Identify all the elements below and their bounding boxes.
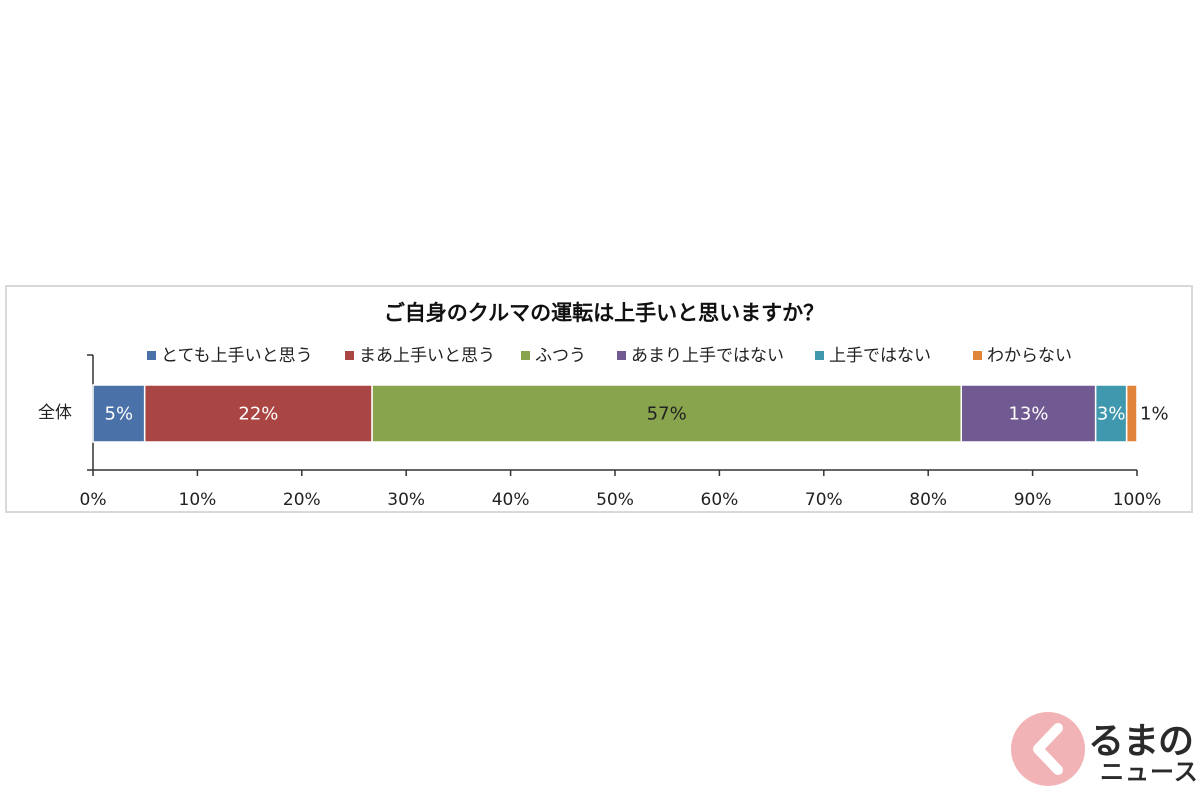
x-tick-label: 50% (596, 490, 634, 510)
x-tick-label: 20% (283, 490, 321, 510)
legend-label: まあ上手いと思う (359, 346, 495, 366)
logo-chevron-icon (1033, 723, 1063, 775)
legend-swatch (815, 351, 824, 360)
x-tick-label: 100% (1113, 490, 1162, 510)
bar-segment (371, 384, 963, 443)
logo-text-top: るまの (1088, 721, 1194, 762)
legend-swatch (617, 351, 626, 360)
bar-segment (960, 384, 1097, 443)
bar-segment (143, 384, 373, 443)
x-axis-ticks: 0% 10% 20% 30% 40% 50% 60% 70% 80% 90% 100% (80, 470, 1162, 510)
legend: とても上手いと思う まあ上手いと思う ふつう あまり上手ではない 上手ではない わからない (147, 346, 1072, 366)
bar-segment (1125, 384, 1138, 443)
data-label: 22% (238, 404, 278, 425)
x-tick-label: 30% (387, 490, 425, 510)
logo-text-bottom: ニュース (1100, 758, 1199, 786)
legend-label: 上手ではない (829, 346, 931, 366)
x-tick-label: 80% (909, 490, 947, 510)
category-label: 全体 (38, 403, 72, 423)
kuruma-news-logo (1011, 712, 1085, 786)
logo-circle (1011, 712, 1085, 786)
legend-label: とても上手いと思う (161, 346, 313, 366)
data-label: 57% (647, 404, 687, 425)
data-label: 5% (105, 404, 134, 425)
data-labels: 5% 22% 57% 13% 3% 1% (105, 404, 1169, 425)
x-tick-label: 60% (701, 490, 739, 510)
x-tick-label: 90% (1014, 490, 1052, 510)
x-tick-label: 0% (80, 490, 107, 510)
data-label: 1% (1140, 404, 1169, 425)
legend-label: ふつう (535, 346, 586, 366)
legend-swatch (973, 351, 982, 360)
x-tick-label: 40% (492, 490, 530, 510)
bar-segment (92, 384, 146, 443)
chart-title: ご自身のクルマの運転は上手いと思いますか？ (384, 301, 824, 325)
legend-label: わからない (987, 346, 1072, 366)
x-tick-label: 70% (805, 490, 843, 510)
legend-swatch (345, 351, 354, 360)
legend-swatch (521, 351, 530, 360)
x-tick-label: 10% (179, 490, 217, 510)
legend-swatch (147, 351, 156, 360)
chart-frame: ご自身のクルマの運転は上手いと思いますか？ とても上手いと思う まあ上手いと思う ふ… (5, 285, 1193, 513)
bars (92, 384, 1138, 443)
data-label: 13% (1008, 404, 1048, 425)
stacked-bar-chart: ご自身のクルマの運転は上手いと思いますか？ とても上手いと思う まあ上手いと思う ふ… (38, 301, 1169, 510)
data-label: 3% (1097, 404, 1126, 425)
legend-label: あまり上手ではない (631, 346, 784, 366)
